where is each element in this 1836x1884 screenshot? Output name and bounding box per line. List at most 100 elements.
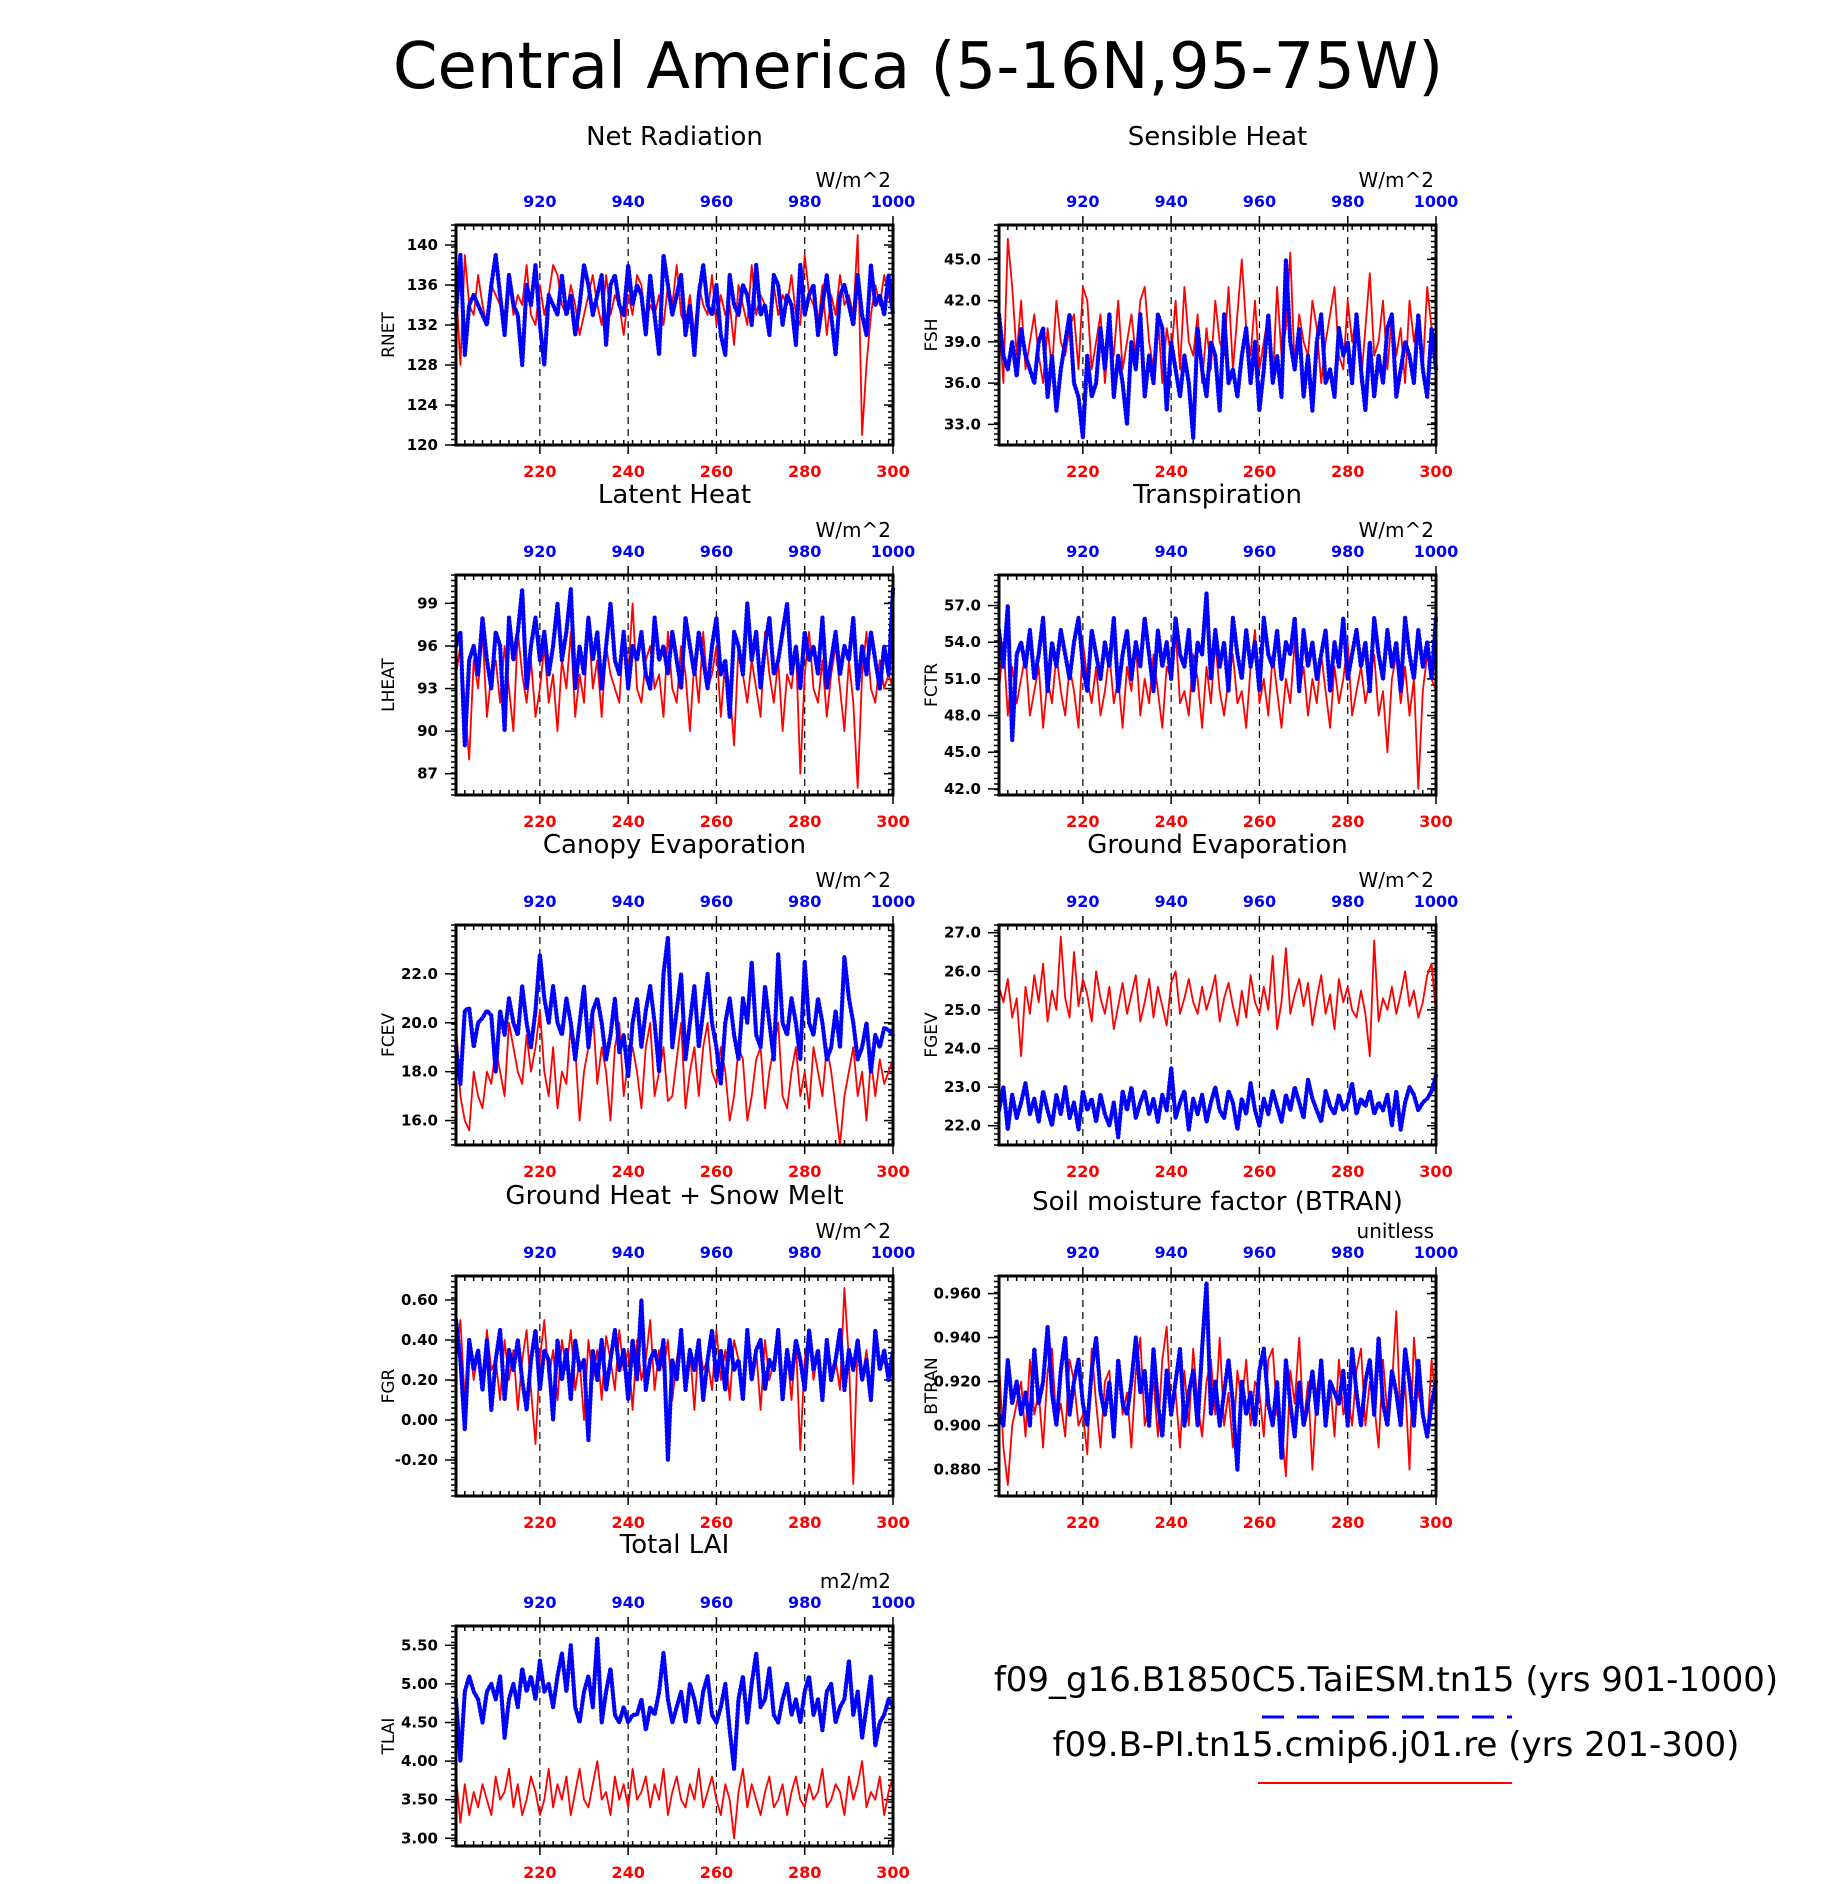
y-tick-label: 0.20 bbox=[401, 1371, 438, 1389]
panel-fsh: Sensible Heat W/m^2 FSH 220 240 260 280 300 920 9… bbox=[922, 122, 1458, 481]
series-line-case1 bbox=[996, 1280, 1439, 1472]
y-tick-label: 24.0 bbox=[944, 1040, 981, 1058]
y-tick-label: 0.940 bbox=[934, 1329, 981, 1347]
y-tick-label: 4.00 bbox=[401, 1752, 438, 1770]
panel-title: Net Radiation bbox=[586, 122, 763, 152]
y-tick-label: -0.20 bbox=[395, 1451, 438, 1469]
y-tick-label: 26.0 bbox=[944, 962, 981, 980]
x-tick-label-bottom: 280 bbox=[1331, 1513, 1364, 1532]
x-tick-label-bottom: 280 bbox=[1331, 812, 1364, 831]
y-tick-label: 87 bbox=[417, 765, 438, 783]
x-tick-label-bottom: 220 bbox=[523, 462, 556, 481]
x-tick-label-top: 980 bbox=[788, 542, 821, 561]
x-tick-label-top: 960 bbox=[1243, 892, 1276, 911]
series-line-case2 bbox=[455, 602, 894, 789]
x-tick-label-bottom: 300 bbox=[1419, 1513, 1452, 1532]
x-tick-label-top: 1000 bbox=[1414, 542, 1459, 561]
y-tick-label: 132 bbox=[407, 316, 438, 334]
x-tick-label-top: 1000 bbox=[871, 542, 916, 561]
x-tick-label-bottom: 260 bbox=[1243, 462, 1276, 481]
x-tick-label-bottom: 260 bbox=[1243, 1162, 1276, 1181]
x-tick-label-top: 920 bbox=[523, 1243, 556, 1262]
x-tick-label-top: 960 bbox=[700, 1593, 733, 1612]
x-tick-label-bottom: 240 bbox=[1154, 462, 1187, 481]
x-tick-label-bottom: 260 bbox=[700, 812, 733, 831]
x-tick-label-bottom: 300 bbox=[876, 812, 909, 831]
legend-entry-case2: f09.B-PI.tn15.cmip6.j01.re (yrs 201-300) bbox=[1053, 1725, 1740, 1765]
y-tick-label: 51.0 bbox=[944, 670, 981, 688]
x-tick-label-top: 940 bbox=[611, 542, 644, 561]
x-tick-label-bottom: 240 bbox=[611, 1863, 644, 1882]
x-tick-label-bottom: 280 bbox=[1331, 462, 1364, 481]
y-axis-label: TLAI bbox=[379, 1718, 399, 1756]
y-tick-label: 20.0 bbox=[401, 1014, 438, 1032]
panels: Net Radiation W/m^2 RNET 220 240 260 280 300 920… bbox=[379, 122, 1458, 1882]
y-tick-label: 120 bbox=[407, 436, 438, 454]
x-tick-label-top: 920 bbox=[523, 1593, 556, 1612]
x-tick-label-top: 1000 bbox=[871, 1593, 916, 1612]
y-tick-label: 42.0 bbox=[944, 292, 981, 310]
y-tick-label: 25.0 bbox=[944, 1001, 981, 1019]
x-tick-label-bottom: 280 bbox=[788, 1513, 821, 1532]
plot-frame bbox=[997, 223, 1438, 447]
y-tick-label: 36.0 bbox=[944, 374, 981, 392]
x-tick-label-bottom: 300 bbox=[876, 1863, 909, 1882]
x-tick-label-bottom: 260 bbox=[700, 1162, 733, 1181]
panel-units: W/m^2 bbox=[816, 1219, 891, 1243]
y-tick-label: 4.50 bbox=[401, 1713, 438, 1731]
y-tick-label: 93 bbox=[417, 680, 438, 698]
y-axis-label: RNET bbox=[379, 312, 399, 358]
panel-units: W/m^2 bbox=[816, 168, 891, 192]
y-tick-label: 0.60 bbox=[401, 1291, 438, 1309]
x-tick-label-bottom: 240 bbox=[611, 1513, 644, 1532]
panel-units: W/m^2 bbox=[1359, 868, 1434, 892]
x-tick-label-top: 980 bbox=[788, 1243, 821, 1262]
panel-units: m2/m2 bbox=[820, 1569, 891, 1593]
y-tick-label: 3.00 bbox=[401, 1829, 438, 1847]
plot-frame bbox=[454, 923, 895, 1147]
figure-title: Central America (5-16N,95-75W) bbox=[393, 30, 1443, 104]
y-tick-label: 27.0 bbox=[944, 924, 981, 942]
x-tick-label-bottom: 240 bbox=[611, 1162, 644, 1181]
y-axis-label: FCEV bbox=[379, 1013, 399, 1057]
y-tick-label: 0.920 bbox=[934, 1373, 981, 1391]
x-tick-label-top: 960 bbox=[700, 892, 733, 911]
plot-frame bbox=[454, 1274, 895, 1498]
legend-entry-case1: f09_g16.B1850C5.TaiESM.tn15 (yrs 901-100… bbox=[994, 1660, 1778, 1700]
series-line-case2 bbox=[455, 234, 894, 436]
y-axis-label: FGR bbox=[379, 1368, 399, 1403]
series-line-case1 bbox=[996, 257, 1439, 441]
x-tick-label-bottom: 240 bbox=[611, 462, 644, 481]
plot-frame bbox=[997, 1274, 1438, 1498]
y-axis-label: FSH bbox=[922, 318, 942, 351]
x-tick-label-top: 920 bbox=[523, 192, 556, 211]
x-tick-label-bottom: 240 bbox=[1154, 812, 1187, 831]
y-axis-label: LHEAT bbox=[379, 658, 399, 712]
x-tick-label-bottom: 220 bbox=[1066, 812, 1099, 831]
y-tick-label: 39.0 bbox=[944, 333, 981, 351]
legend: f09_g16.B1850C5.TaiESM.tn15 (yrs 901-100… bbox=[994, 1660, 1778, 1784]
series-line-case2 bbox=[998, 935, 1437, 1058]
x-tick-label-bottom: 280 bbox=[788, 812, 821, 831]
panel-fctr: Transpiration W/m^2 FCTR 220 240 260 280 300 920… bbox=[922, 480, 1458, 831]
panel-btran: Soil moisture factor (BTRAN)unitless BTRA… bbox=[922, 1187, 1458, 1532]
x-tick-label-top: 940 bbox=[1154, 192, 1187, 211]
y-tick-label: 5.00 bbox=[401, 1675, 438, 1693]
x-tick-label-bottom: 240 bbox=[1154, 1162, 1187, 1181]
x-tick-label-top: 920 bbox=[523, 892, 556, 911]
x-tick-label-top: 940 bbox=[1154, 892, 1187, 911]
x-tick-label-top: 980 bbox=[788, 1593, 821, 1612]
x-tick-label-bottom: 300 bbox=[876, 1162, 909, 1181]
x-tick-label-top: 920 bbox=[523, 542, 556, 561]
panel-title: Transpiration bbox=[1132, 480, 1302, 510]
panel-title: Sensible Heat bbox=[1128, 122, 1307, 152]
panel-fcev: Canopy Evaporation W/m^2 FCEV 220 240 260 280 3… bbox=[379, 830, 915, 1181]
y-tick-label: 5.50 bbox=[401, 1636, 438, 1654]
x-tick-label-bottom: 220 bbox=[523, 1162, 556, 1181]
x-tick-label-bottom: 280 bbox=[788, 1863, 821, 1882]
x-tick-label-top: 1000 bbox=[1414, 892, 1459, 911]
minor-ticks bbox=[451, 1625, 893, 1847]
y-tick-label: 0.00 bbox=[401, 1411, 438, 1429]
x-tick-label-bottom: 300 bbox=[1419, 462, 1452, 481]
